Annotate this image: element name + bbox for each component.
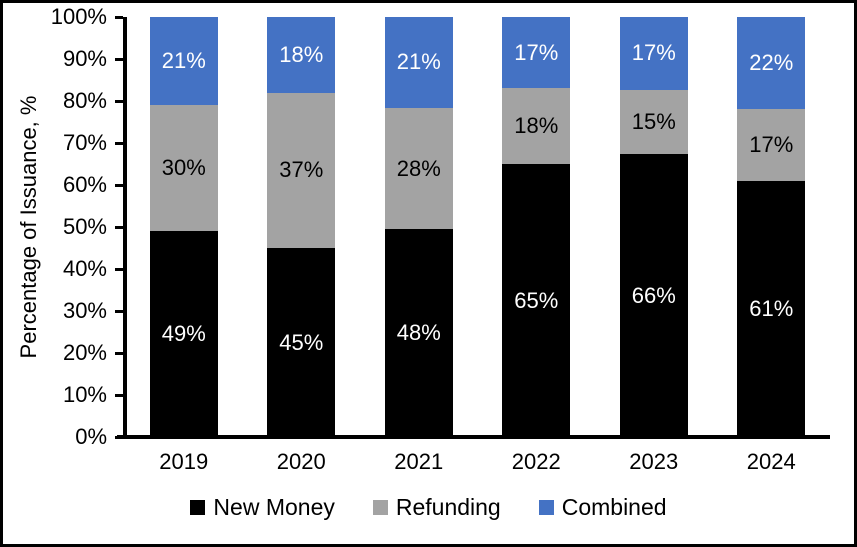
data-label: 17% [749, 132, 794, 158]
legend-item-combined: Combined [538, 494, 667, 521]
y-tick-mark [115, 15, 123, 19]
segment-new-money-2019: 49% [149, 231, 218, 437]
stacked-bar-2019: 49% 30% 21% [149, 17, 218, 437]
legend-item-new-money: New Money [190, 494, 335, 521]
legend-label: Combined [561, 494, 667, 520]
bars: 49% 30% 21% 45% 37% 18% 48% 28% 21% 65% 18% 17% 66% 1… [125, 17, 830, 437]
y-tick-label: 50% [62, 214, 107, 239]
data-label: 15% [631, 109, 676, 135]
data-label: 18% [279, 41, 324, 67]
data-label: 65% [514, 287, 559, 313]
stacked-bar-2020: 45% 37% 18% [267, 17, 336, 437]
y-tick-mark [115, 99, 123, 103]
data-label: 21% [161, 48, 206, 74]
bar-slot-2024: 61% 17% 22% [713, 17, 831, 437]
segment-new-money-2021: 48% [384, 229, 453, 437]
y-tick-label: 70% [62, 130, 107, 155]
y-tick-mark [115, 351, 123, 355]
data-label: 18% [514, 113, 559, 139]
x-axis-label-2020: 2020 [276, 449, 326, 474]
data-label: 30% [161, 155, 206, 181]
data-label: 22% [749, 50, 794, 76]
y-tick-label: 10% [62, 382, 107, 407]
data-label: 48% [396, 320, 441, 346]
bar-slot-2022: 65% 18% 17% [478, 17, 596, 437]
y-tick-label: 30% [62, 298, 107, 323]
segment-new-money-2022: 65% [502, 164, 571, 437]
y-tick-label: 100% [50, 4, 107, 29]
x-axis-label-2024: 2024 [746, 449, 796, 474]
data-label: 17% [631, 40, 676, 66]
y-tick-label: 40% [62, 256, 107, 281]
bar-slot-2020: 45% 37% 18% [243, 17, 361, 437]
data-label: 28% [396, 155, 441, 181]
x-axis-line [117, 435, 830, 439]
segment-refunding-2019: 30% [149, 105, 218, 232]
y-tick-label: 60% [62, 172, 107, 197]
data-label: 66% [631, 282, 676, 308]
segment-combined-2024: 22% [737, 17, 806, 110]
y-tick-mark [115, 393, 123, 397]
data-label: 21% [396, 49, 441, 75]
segment-combined-2020: 18% [267, 17, 336, 93]
bar-slot-2021: 48% 28% 21% [360, 17, 478, 437]
data-label: 49% [161, 321, 206, 347]
y-tick-mark [115, 141, 123, 145]
y-tick-mark [115, 267, 123, 271]
segment-combined-2023: 17% [619, 17, 688, 90]
y-tick-mark [115, 435, 123, 439]
stacked-bar-2022: 65% 18% 17% [502, 17, 571, 437]
segment-refunding-2023: 15% [619, 89, 688, 155]
legend: New Money Refunding Combined [3, 494, 854, 521]
y-tick-mark [115, 57, 123, 61]
plot-area: 49% 30% 21% 45% 37% 18% 48% 28% 21% 65% 18% 17% 66% 1… [115, 15, 830, 439]
segment-refunding-2022: 18% [502, 88, 571, 164]
bar-slot-2023: 66% 15% 17% [595, 17, 713, 437]
legend-swatch-new-money [190, 500, 206, 515]
legend-swatch-combined [538, 500, 554, 515]
data-label: 37% [279, 157, 324, 183]
stacked-bar-2021: 48% 28% 21% [384, 17, 453, 437]
x-axis-label-2021: 2021 [394, 449, 444, 474]
x-axis-label-2022: 2022 [511, 449, 561, 474]
legend-item-refunding: Refunding [372, 494, 501, 521]
segment-refunding-2021: 28% [384, 107, 453, 230]
legend-swatch-refunding [372, 500, 388, 515]
data-label: 17% [514, 39, 559, 65]
segment-new-money-2020: 45% [267, 248, 336, 437]
stacked-bar-2024: 61% 17% 22% [737, 17, 806, 437]
y-tick-mark [115, 225, 123, 229]
data-label: 61% [749, 295, 794, 321]
x-axis-label-2019: 2019 [159, 449, 209, 474]
legend-label: Refunding [395, 494, 501, 520]
y-tick-label: 90% [62, 46, 107, 71]
bar-slot-2019: 49% 30% 21% [125, 17, 243, 437]
segment-combined-2021: 21% [384, 17, 453, 108]
stacked-bar-2023: 66% 15% 17% [619, 17, 688, 437]
y-tick-label: 80% [62, 88, 107, 113]
x-labels: 2019 2020 2021 2022 2023 2024 [125, 449, 830, 475]
y-axis-line [123, 17, 127, 439]
segment-combined-2019: 21% [149, 17, 218, 106]
data-label: 45% [279, 329, 324, 355]
legend-label: New Money [213, 494, 335, 520]
segment-new-money-2023: 66% [619, 154, 688, 437]
x-axis-label-2023: 2023 [629, 449, 679, 474]
y-tick-mark [115, 183, 123, 187]
y-tick-label: 0% [75, 424, 107, 449]
segment-new-money-2024: 61% [737, 180, 806, 437]
segment-refunding-2024: 17% [737, 109, 806, 181]
y-tick-label: 20% [62, 340, 107, 365]
y-tick-mark [115, 309, 123, 313]
segment-combined-2022: 17% [502, 17, 571, 89]
segment-refunding-2020: 37% [267, 92, 336, 248]
